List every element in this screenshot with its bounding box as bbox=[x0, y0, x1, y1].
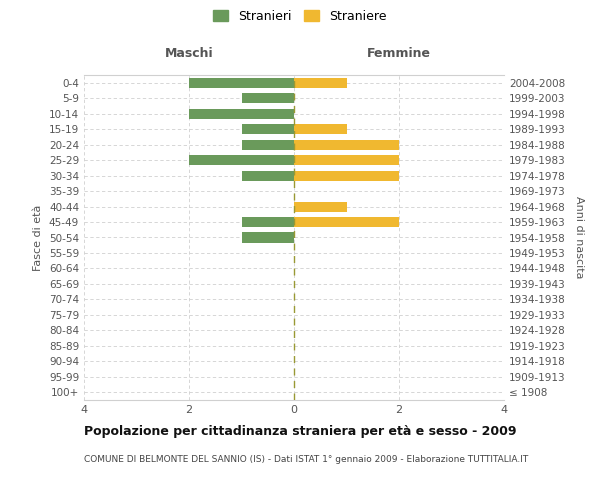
Bar bbox=[241, 170, 294, 180]
Bar bbox=[294, 170, 399, 180]
Text: Popolazione per cittadinanza straniera per età e sesso - 2009: Popolazione per cittadinanza straniera p… bbox=[84, 425, 517, 438]
Y-axis label: Anni di nascita: Anni di nascita bbox=[574, 196, 584, 279]
Bar bbox=[241, 217, 294, 227]
Text: Femmine: Femmine bbox=[367, 47, 431, 60]
Bar bbox=[294, 155, 399, 165]
Bar bbox=[241, 93, 294, 103]
Bar bbox=[294, 217, 399, 227]
Text: Maschi: Maschi bbox=[164, 47, 214, 60]
Bar bbox=[241, 140, 294, 149]
Y-axis label: Fasce di età: Fasce di età bbox=[34, 204, 43, 270]
Bar bbox=[294, 124, 347, 134]
Bar bbox=[294, 202, 347, 211]
Legend: Stranieri, Straniere: Stranieri, Straniere bbox=[209, 6, 391, 26]
Bar bbox=[241, 232, 294, 242]
Bar bbox=[189, 155, 294, 165]
Bar bbox=[294, 140, 399, 149]
Bar bbox=[241, 124, 294, 134]
Text: COMUNE DI BELMONTE DEL SANNIO (IS) - Dati ISTAT 1° gennaio 2009 - Elaborazione T: COMUNE DI BELMONTE DEL SANNIO (IS) - Dat… bbox=[84, 455, 528, 464]
Bar bbox=[294, 78, 347, 88]
Bar bbox=[189, 108, 294, 118]
Bar bbox=[189, 78, 294, 88]
